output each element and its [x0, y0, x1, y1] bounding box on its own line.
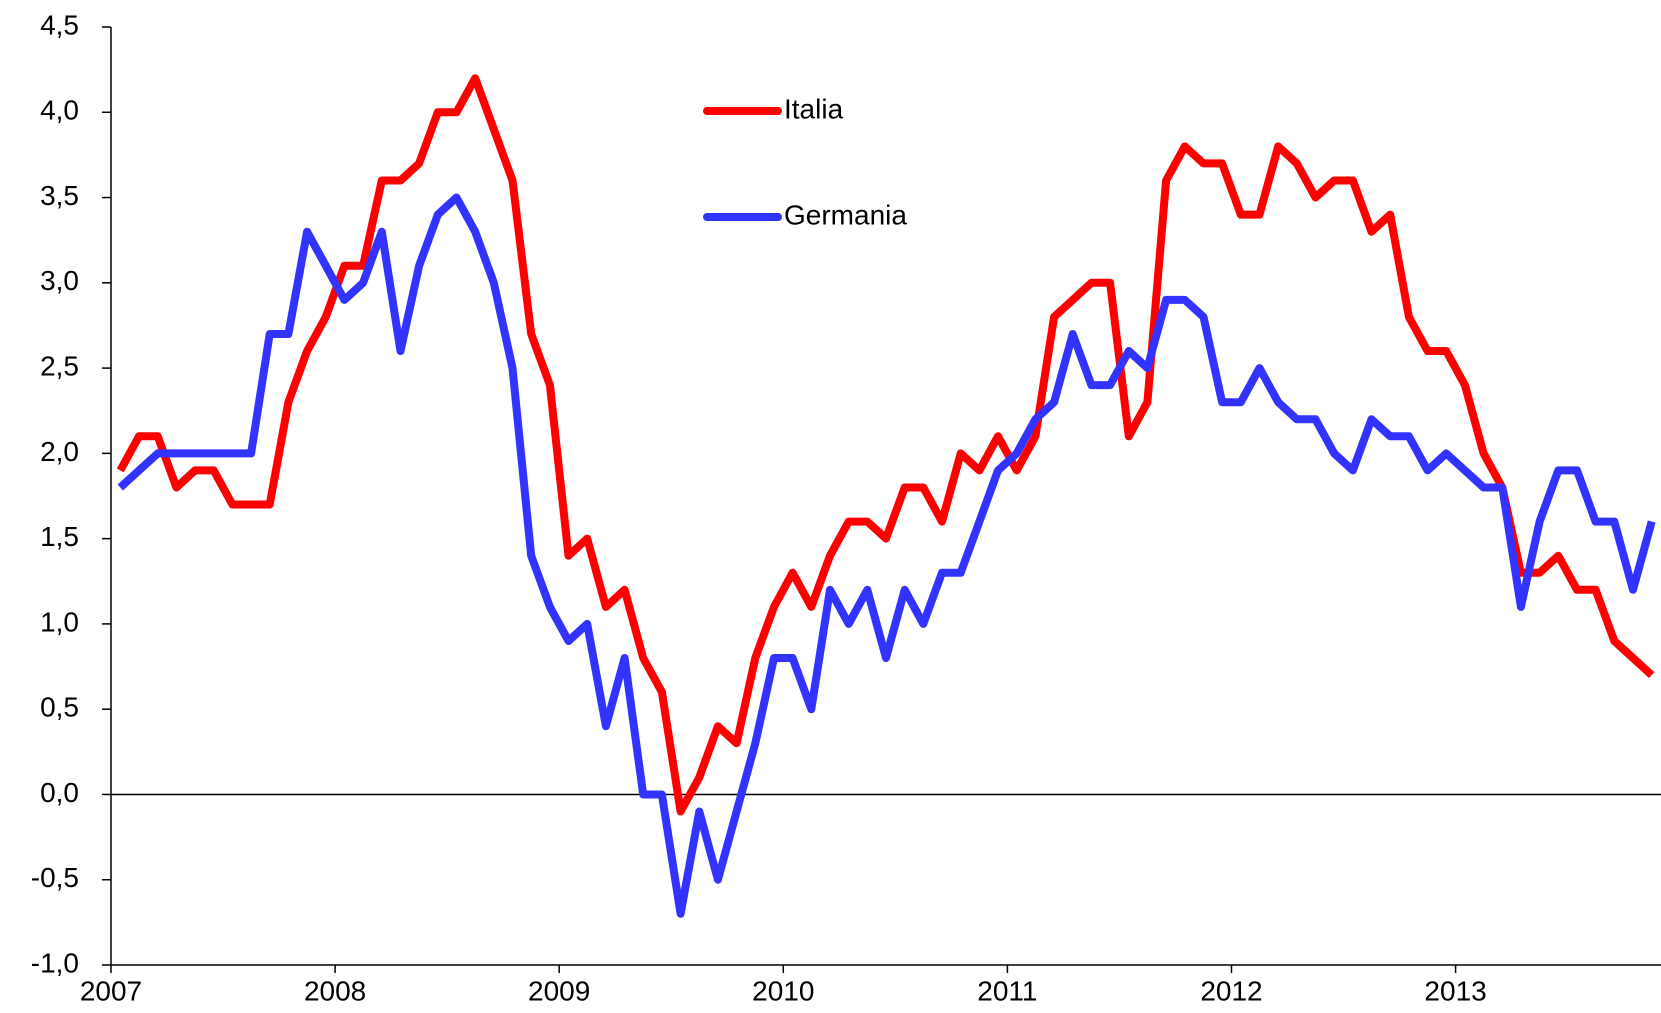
legend-label: Italia [784, 93, 844, 124]
x-tick-label: 2011 [977, 975, 1037, 1006]
y-tick-label: 4,5 [40, 9, 79, 40]
y-tick-label: 4,0 [40, 95, 79, 126]
x-tick-label: 2010 [752, 975, 814, 1006]
x-tick-label: 2009 [528, 975, 590, 1006]
x-tick-label: 2013 [1424, 975, 1486, 1006]
y-tick-label: -0,5 [31, 862, 79, 893]
y-tick-label: 3,5 [40, 180, 79, 211]
y-tick-label: 1,5 [40, 521, 79, 552]
x-tick-label: 2012 [1200, 975, 1262, 1006]
x-tick-label: 2008 [304, 975, 366, 1006]
y-tick-label: 1,0 [40, 606, 79, 637]
line-series [116, 74, 1655, 816]
y-tick-label: 3,0 [40, 265, 79, 296]
legend-label: Germania [784, 199, 907, 230]
y-tick-label: -1,0 [31, 947, 79, 978]
line-series [117, 193, 1656, 918]
y-tick-label: 2,5 [40, 350, 79, 381]
y-tick-label: 0,0 [40, 777, 79, 808]
x-tick-label: 2007 [80, 975, 142, 1006]
y-tick-label: 2,0 [40, 436, 79, 467]
y-tick-label: 0,5 [40, 692, 79, 723]
